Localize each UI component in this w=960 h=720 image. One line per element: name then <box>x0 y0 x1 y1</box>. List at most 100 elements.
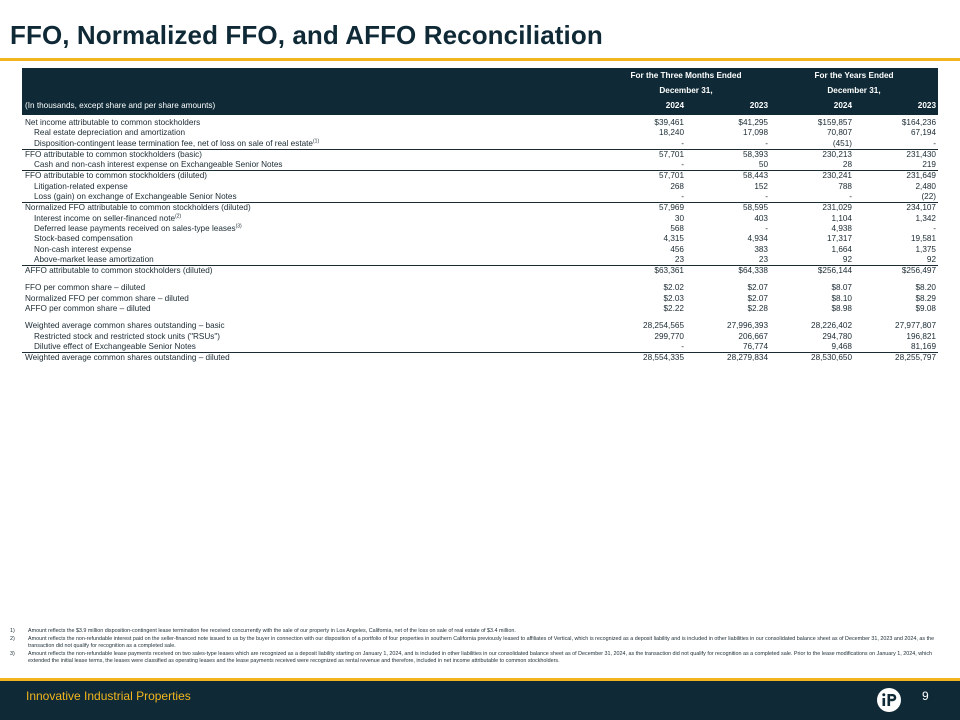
value-cell: 4,315 <box>663 234 685 244</box>
value-cell: 81,169 <box>910 341 936 351</box>
footer-bar: Innovative Industrial Properties 9 <box>0 681 960 720</box>
table-row: Interest income on seller-financed note(… <box>22 213 938 224</box>
value-cell: $41,295 <box>738 118 768 127</box>
row-label: Disposition-contingent lease termination… <box>22 137 602 150</box>
value-cell: 152 <box>754 181 768 191</box>
footnote-text: Amount reflects the non-refundable inter… <box>28 635 935 650</box>
row-label: FFO per common share – diluted <box>22 283 602 293</box>
value-cell: $2.03 <box>663 293 685 303</box>
value-cell: $2.07 <box>747 283 769 293</box>
row-label-text: Weighted average common shares outstandi… <box>25 353 230 363</box>
spacer-row <box>22 276 938 283</box>
value-cell: $8.29 <box>915 293 937 303</box>
iip-logo-icon <box>876 687 902 713</box>
spacer-row <box>22 314 938 321</box>
year-header: 2024 <box>665 101 684 110</box>
row-label-text: AFFO attributable to common stockholders… <box>25 266 213 276</box>
value-cell: $64,338 <box>686 265 770 277</box>
value-cell: $63,361 <box>602 265 686 277</box>
row-label: Litigation-related expense <box>22 182 602 192</box>
reconciliation-table-container: For the Three Months Ended For the Years… <box>22 68 938 364</box>
value-cell: 9,468 <box>831 341 853 351</box>
footer-divider <box>0 678 960 681</box>
row-label-text: Litigation-related expense <box>34 181 128 191</box>
footnote-ref: (1) <box>313 137 320 144</box>
table-body: Net income attributable to common stockh… <box>22 115 938 364</box>
table-row: Stock-based compensation 4,315 4,934 17,317… <box>22 234 938 244</box>
value-cell: - <box>933 223 936 233</box>
value-cell: $8.98 <box>831 304 853 314</box>
table-row: Weighted average common shares outstandi… <box>22 321 938 331</box>
value-cell: 196,821 <box>906 331 936 341</box>
row-label: Cash and non-cash interest expense on Ex… <box>22 160 602 171</box>
footnote: 3) Amount reflects the non-refundable lea… <box>10 651 952 666</box>
value-cell: $8.20 <box>915 283 937 293</box>
row-label: Above-market lease amortization <box>22 255 602 266</box>
value-cell: $2.22 <box>663 304 685 314</box>
table-row: FFO attributable to common stockholders … <box>22 170 938 182</box>
value-cell: (451) <box>832 138 852 148</box>
value-cell: - <box>681 341 684 351</box>
value-cell: $9.08 <box>915 304 937 314</box>
table-row: Disposition-contingent lease termination… <box>22 137 938 150</box>
value-cell: $159,857 <box>817 118 852 127</box>
table-row: Normalized FFO attributable to common st… <box>22 202 938 214</box>
row-label-text: Cash and non-cash interest expense on Ex… <box>34 160 283 170</box>
value-cell: - <box>765 223 768 233</box>
value-cell: 50 <box>758 160 768 170</box>
value-cell: 57,701 <box>602 148 686 161</box>
reconciliation-table: For the Three Months Ended For the Years… <box>22 68 938 364</box>
row-label: FFO attributable to common stockholders … <box>22 148 602 161</box>
value-cell: 294,780 <box>822 331 852 341</box>
table-row: Real estate depreciation and amortizatio… <box>22 128 938 138</box>
value-cell: 231,649 <box>854 170 938 182</box>
table-row: FFO attributable to common stockholders … <box>22 148 938 161</box>
value-cell: $2.28 <box>747 304 769 314</box>
table-row: AFFO attributable to common stockholders… <box>22 265 938 277</box>
row-label: AFFO per common share – diluted <box>22 304 602 314</box>
value-cell: 230,241 <box>770 170 854 182</box>
row-label: Restricted stock and restricted stock un… <box>22 332 602 342</box>
row-label: Interest income on seller-financed note(… <box>22 213 602 224</box>
value-cell: 568 <box>670 223 684 233</box>
value-cell: 18,240 <box>658 128 684 138</box>
row-label-text: Net income attributable to common stockh… <box>25 118 201 127</box>
value-cell: 28 <box>842 160 852 170</box>
row-label-text: Loss (gain) on exchange of Exchangeable … <box>34 192 237 202</box>
value-cell: 28,554,335 <box>602 352 686 364</box>
header-row-group-line2: December 31, December 31, <box>22 83 938 98</box>
row-label-text: AFFO per common share – diluted <box>25 304 151 314</box>
value-cell: 23 <box>674 254 684 264</box>
value-cell: 92 <box>842 254 852 264</box>
row-label-text: Normalized FFO attributable to common st… <box>25 203 251 213</box>
footnote-number: 3) <box>10 650 15 657</box>
value-cell: 234,107 <box>854 202 938 214</box>
value-cell: 2,480 <box>915 181 937 191</box>
value-cell: 17,098 <box>742 128 768 138</box>
footnote: 2) Amount reflects the non-refundable int… <box>10 636 952 651</box>
table-row: FFO per common share – diluted $2.02 $2.07… <box>22 283 938 293</box>
table-row: Deferred lease payments received on sale… <box>22 224 938 234</box>
value-cell: 403 <box>754 213 768 223</box>
years-ended-date: December 31, <box>827 86 881 95</box>
value-cell: 57,701 <box>602 170 686 182</box>
value-cell: - <box>681 138 684 148</box>
header-row-group-line1: For the Three Months Ended For the Years… <box>22 68 938 83</box>
value-cell: 28,255,797 <box>854 352 938 364</box>
value-cell: 1,342 <box>915 213 937 223</box>
year-header: 2024 <box>833 101 852 110</box>
value-cell: 4,938 <box>831 223 853 233</box>
value-cell: 299,770 <box>654 331 684 341</box>
footnote-ref: (3) <box>235 223 242 230</box>
table-row: Above-market lease amortization 23 23 92 92 <box>22 255 938 266</box>
row-label-text: Disposition-contingent lease termination… <box>34 138 313 148</box>
row-label: Weighted average common shares outstandi… <box>22 321 602 331</box>
value-cell: - <box>765 138 768 148</box>
value-cell: 27,996,393 <box>727 321 768 331</box>
years-ended-header: For the Years Ended <box>814 71 894 80</box>
table-row: AFFO per common share – diluted $2.22 $2.2… <box>22 304 938 314</box>
value-cell: 19,581 <box>910 234 936 244</box>
value-cell: $8.10 <box>831 293 853 303</box>
row-label-text: FFO attributable to common stockholders … <box>25 171 208 181</box>
value-cell: 58,393 <box>686 148 770 161</box>
